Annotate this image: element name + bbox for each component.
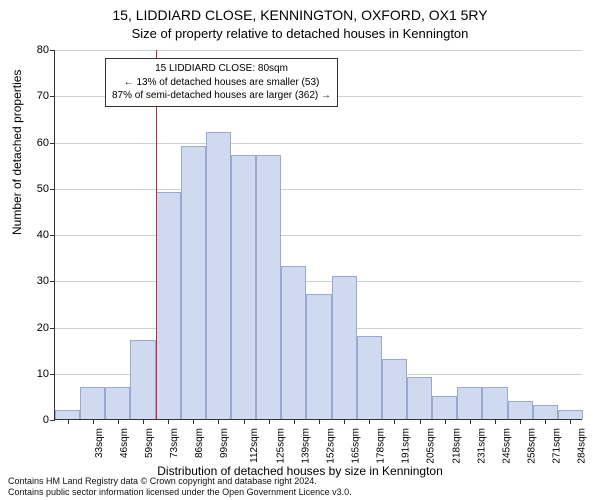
x-tick-label: 99sqm <box>219 428 230 458</box>
x-tick-mark <box>143 419 144 424</box>
x-tick-label: 33sqm <box>94 428 105 458</box>
y-tick-label: 50 <box>25 183 49 195</box>
y-tick-label: 40 <box>25 229 49 241</box>
x-tick-mark <box>294 419 295 424</box>
x-tick-mark <box>68 419 69 424</box>
x-tick-mark <box>319 419 320 424</box>
x-tick-mark <box>218 419 219 424</box>
x-tick-label: 258sqm <box>527 428 538 464</box>
histogram-bar <box>231 155 256 419</box>
annotation-line-2: ← 13% of detached houses are smaller (53… <box>112 76 331 90</box>
histogram-bar <box>206 132 231 419</box>
x-tick-mark <box>545 419 546 424</box>
chart-subtitle: Size of property relative to detached ho… <box>0 24 600 41</box>
footer-line-2: Contains public sector information licen… <box>8 487 352 498</box>
x-tick-mark <box>495 419 496 424</box>
gridline <box>55 189 582 190</box>
y-tick-mark <box>50 420 55 421</box>
annotation-line-3: 87% of semi-detached houses are larger (… <box>112 89 331 103</box>
gridline <box>55 143 582 144</box>
footer-line-1: Contains HM Land Registry data © Crown c… <box>8 476 352 487</box>
gridline <box>55 235 582 236</box>
x-tick-label: 231sqm <box>476 428 487 464</box>
histogram-bar <box>508 401 533 420</box>
histogram-bar <box>533 405 558 419</box>
y-tick-label: 30 <box>25 275 49 287</box>
x-tick-mark <box>394 419 395 424</box>
x-tick-label: 165sqm <box>351 428 362 464</box>
y-axis-label: Number of detached properties <box>10 70 24 235</box>
histogram-bar <box>457 387 482 419</box>
x-tick-label: 86sqm <box>194 428 205 458</box>
histogram-bar <box>130 340 155 419</box>
histogram-bar <box>357 336 382 419</box>
y-tick-mark <box>50 374 55 375</box>
y-tick-mark <box>50 281 55 282</box>
x-tick-mark <box>344 419 345 424</box>
x-tick-label: 139sqm <box>300 428 311 464</box>
x-tick-mark <box>420 419 421 424</box>
histogram-bar <box>432 396 457 419</box>
x-tick-mark <box>93 419 94 424</box>
x-tick-label: 112sqm <box>249 428 260 463</box>
histogram-bar <box>256 155 281 419</box>
y-tick-label: 20 <box>25 322 49 334</box>
y-tick-label: 80 <box>25 44 49 56</box>
chart-title: 15, LIDDIARD CLOSE, KENNINGTON, OXFORD, … <box>0 0 600 24</box>
x-tick-label: 125sqm <box>275 428 286 464</box>
y-tick-mark <box>50 143 55 144</box>
histogram-bar <box>80 387 105 419</box>
gridline <box>55 50 582 51</box>
y-tick-mark <box>50 189 55 190</box>
x-tick-label: 245sqm <box>501 428 512 464</box>
x-tick-mark <box>520 419 521 424</box>
x-tick-mark <box>193 419 194 424</box>
y-tick-label: 70 <box>25 90 49 102</box>
y-tick-label: 0 <box>25 414 49 426</box>
y-tick-label: 60 <box>25 137 49 149</box>
plot-area-wrap: 0102030405060708033sqm46sqm59sqm73sqm86s… <box>54 50 582 420</box>
histogram-bar <box>55 410 80 419</box>
chart-container: 15, LIDDIARD CLOSE, KENNINGTON, OXFORD, … <box>0 0 600 500</box>
x-tick-mark <box>470 419 471 424</box>
x-tick-label: 178sqm <box>376 428 387 464</box>
x-tick-label: 218sqm <box>451 428 462 464</box>
histogram-bar <box>181 146 206 419</box>
histogram-bar <box>558 410 583 419</box>
annotation-box: 15 LIDDIARD CLOSE: 80sqm ← 13% of detach… <box>105 58 338 107</box>
x-tick-mark <box>570 419 571 424</box>
histogram-bar <box>156 192 181 419</box>
x-tick-mark <box>118 419 119 424</box>
x-tick-label: 59sqm <box>144 428 155 458</box>
y-tick-mark <box>50 96 55 97</box>
gridline <box>55 281 582 282</box>
histogram-bar <box>382 359 407 419</box>
x-tick-label: 191sqm <box>401 428 412 464</box>
x-tick-mark <box>269 419 270 424</box>
y-tick-mark <box>50 50 55 51</box>
x-tick-label: 46sqm <box>119 428 130 458</box>
histogram-bar <box>332 276 357 419</box>
y-tick-label: 10 <box>25 368 49 380</box>
plot-area: 0102030405060708033sqm46sqm59sqm73sqm86s… <box>54 50 582 420</box>
x-tick-label: 73sqm <box>169 428 180 458</box>
histogram-bar <box>281 266 306 419</box>
x-tick-mark <box>168 419 169 424</box>
x-tick-mark <box>369 419 370 424</box>
histogram-bar <box>105 387 130 419</box>
x-tick-mark <box>244 419 245 424</box>
histogram-bar <box>306 294 331 419</box>
histogram-bar <box>407 377 432 419</box>
histogram-bar <box>482 387 507 419</box>
x-tick-label: 271sqm <box>552 428 563 464</box>
x-tick-label: 205sqm <box>426 428 437 464</box>
annotation-line-1: 15 LIDDIARD CLOSE: 80sqm <box>112 62 331 76</box>
x-tick-mark <box>445 419 446 424</box>
footer-attribution: Contains HM Land Registry data © Crown c… <box>8 476 352 498</box>
x-tick-label: 152sqm <box>325 428 336 464</box>
y-tick-mark <box>50 235 55 236</box>
x-tick-label: 284sqm <box>577 428 588 464</box>
y-tick-mark <box>50 328 55 329</box>
